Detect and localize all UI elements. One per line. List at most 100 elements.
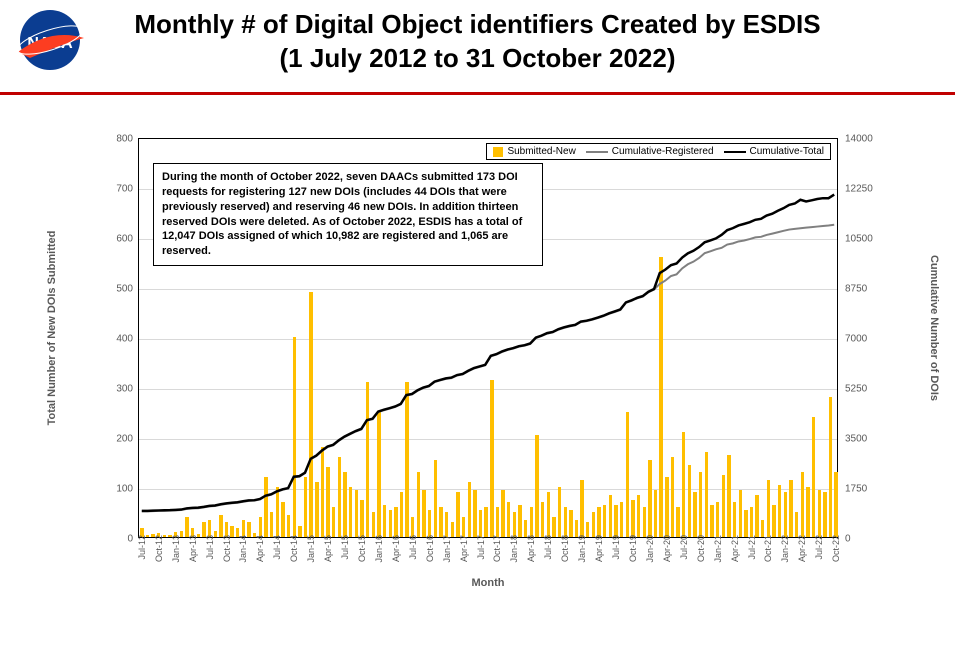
bar	[276, 487, 279, 537]
page-title: Monthly # of Digital Object identifiers …	[0, 0, 955, 76]
x-tick-label: Apr-21	[730, 535, 740, 562]
bar	[682, 432, 685, 537]
bar	[722, 475, 725, 538]
y1-tick-label: 500	[105, 284, 133, 295]
bar	[405, 382, 408, 537]
bar	[315, 482, 318, 537]
y2-tick-label: 3500	[845, 434, 881, 445]
x-tick-label: Jul-16	[408, 535, 418, 560]
legend-item-submitted: Submitted-New	[493, 146, 575, 157]
bar	[547, 492, 550, 537]
y1-axis-title: Total Number of New DOIs Submitted	[46, 231, 58, 426]
x-tick-label: Jul-19	[611, 535, 621, 560]
bar	[417, 472, 420, 537]
bar	[513, 512, 516, 537]
y2-tick-label: 1750	[845, 484, 881, 495]
bar	[264, 477, 267, 537]
x-tick-label: Apr-15	[323, 535, 333, 562]
x-tick-label: Jan-20	[645, 535, 655, 563]
x-tick-label: Oct-16	[425, 535, 435, 562]
bar	[259, 517, 262, 537]
bar	[321, 447, 324, 537]
bar	[456, 492, 459, 537]
x-tick-label: Jul-20	[679, 535, 689, 560]
x-tick-label: Jan-15	[306, 535, 316, 563]
bar	[389, 510, 392, 538]
gridline	[139, 389, 837, 390]
bar	[569, 510, 572, 538]
bar	[484, 507, 487, 537]
bar	[293, 337, 296, 537]
bar	[304, 477, 307, 537]
x-tick-label: Apr-17	[459, 535, 469, 562]
bar	[400, 492, 403, 537]
bar	[659, 257, 662, 537]
bar	[654, 490, 657, 538]
x-tick-label: Apr-16	[391, 535, 401, 562]
bar	[648, 460, 651, 538]
bar	[580, 480, 583, 538]
y1-tick-label: 600	[105, 234, 133, 245]
bar	[620, 502, 623, 537]
bar	[597, 507, 600, 537]
x-tick-label: Apr-20	[662, 535, 672, 562]
x-tick-label: Jul-22	[814, 535, 824, 560]
bar	[439, 507, 442, 537]
bar	[535, 435, 538, 538]
x-tick-label: Jul-14	[272, 535, 282, 560]
bar	[355, 490, 358, 538]
bar	[338, 457, 341, 537]
bar	[349, 487, 352, 537]
legend-label-total: Cumulative-Total	[750, 146, 824, 157]
legend: Submitted-New Cumulative-Registered Cumu…	[486, 143, 831, 160]
bar	[784, 492, 787, 537]
x-tick-label: Oct-13	[222, 535, 232, 562]
legend-swatch-bar	[493, 147, 503, 157]
bar	[552, 517, 555, 537]
bar	[564, 507, 567, 537]
bar	[281, 502, 284, 537]
bar	[309, 292, 312, 537]
bar	[733, 502, 736, 537]
x-tick-label: Oct-14	[289, 535, 299, 562]
x-tick-label: Jul-17	[476, 535, 486, 560]
gridline	[139, 289, 837, 290]
x-tick-label: Jan-16	[374, 535, 384, 563]
bar	[688, 465, 691, 538]
bar	[479, 510, 482, 538]
bar	[518, 505, 521, 538]
bar	[676, 507, 679, 537]
y1-tick-label: 200	[105, 434, 133, 445]
y2-axis-title: Cumulative Number of DOIs	[928, 255, 940, 401]
x-tick-label: Jul-13	[205, 535, 215, 560]
bar	[834, 472, 837, 537]
bar	[219, 515, 222, 538]
y2-tick-label: 12250	[845, 184, 881, 195]
bar	[818, 490, 821, 538]
bar	[637, 495, 640, 538]
y1-tick-label: 400	[105, 334, 133, 345]
bar	[332, 507, 335, 537]
bar	[428, 510, 431, 538]
x-tick-label: Jan-17	[442, 535, 452, 563]
x-tick-label: Apr-14	[255, 535, 265, 562]
x-tick-label: Oct-22	[831, 535, 841, 562]
bar	[394, 507, 397, 537]
x-tick-label: Oct-21	[763, 535, 773, 562]
bar	[185, 517, 188, 537]
bar	[462, 517, 465, 537]
bar	[795, 512, 798, 537]
gridline	[139, 339, 837, 340]
y1-tick-label: 100	[105, 484, 133, 495]
bar	[507, 502, 510, 537]
bar	[614, 505, 617, 538]
x-tick-label: Apr-18	[526, 535, 536, 562]
bar	[755, 495, 758, 538]
y1-tick-label: 800	[105, 134, 133, 145]
bar	[710, 505, 713, 538]
bar	[383, 505, 386, 538]
bar	[422, 490, 425, 538]
bar	[812, 417, 815, 537]
bar	[699, 472, 702, 537]
y2-tick-label: 10500	[845, 234, 881, 245]
